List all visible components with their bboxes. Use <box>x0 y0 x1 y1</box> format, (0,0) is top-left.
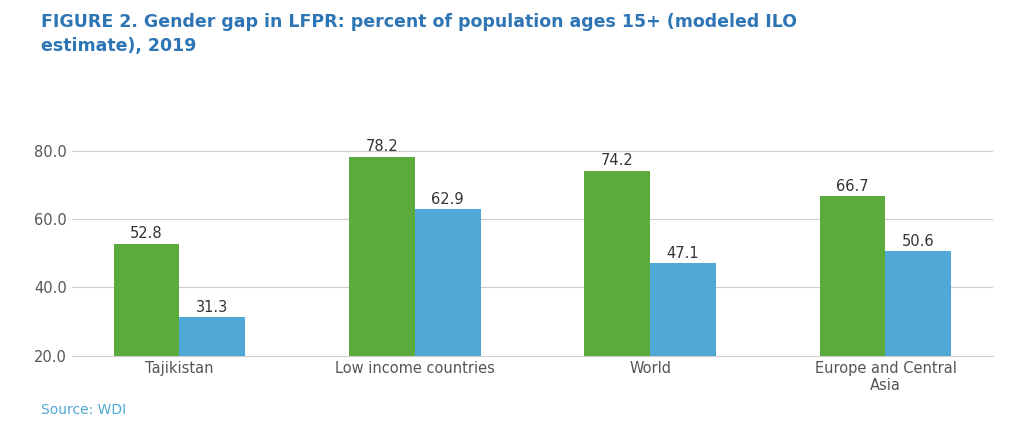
Bar <box>819 196 886 424</box>
Bar <box>179 317 246 424</box>
Text: Source: WDI: Source: WDI <box>41 403 126 417</box>
Bar <box>114 244 179 424</box>
Text: 47.1: 47.1 <box>667 246 699 261</box>
Text: 66.7: 66.7 <box>837 179 868 194</box>
Bar <box>886 251 951 424</box>
Text: 31.3: 31.3 <box>197 300 228 315</box>
Bar <box>415 209 480 424</box>
Text: 62.9: 62.9 <box>431 192 464 207</box>
Text: 50.6: 50.6 <box>902 234 935 249</box>
Text: 74.2: 74.2 <box>601 153 634 168</box>
Text: FIGURE 2. Gender gap in LFPR: percent of population ages 15+ (modeled ILO
estima: FIGURE 2. Gender gap in LFPR: percent of… <box>41 13 797 55</box>
Text: 78.2: 78.2 <box>366 139 398 155</box>
Text: 52.8: 52.8 <box>130 226 163 241</box>
Bar <box>349 157 415 424</box>
Bar <box>585 171 650 424</box>
Bar <box>650 263 716 424</box>
